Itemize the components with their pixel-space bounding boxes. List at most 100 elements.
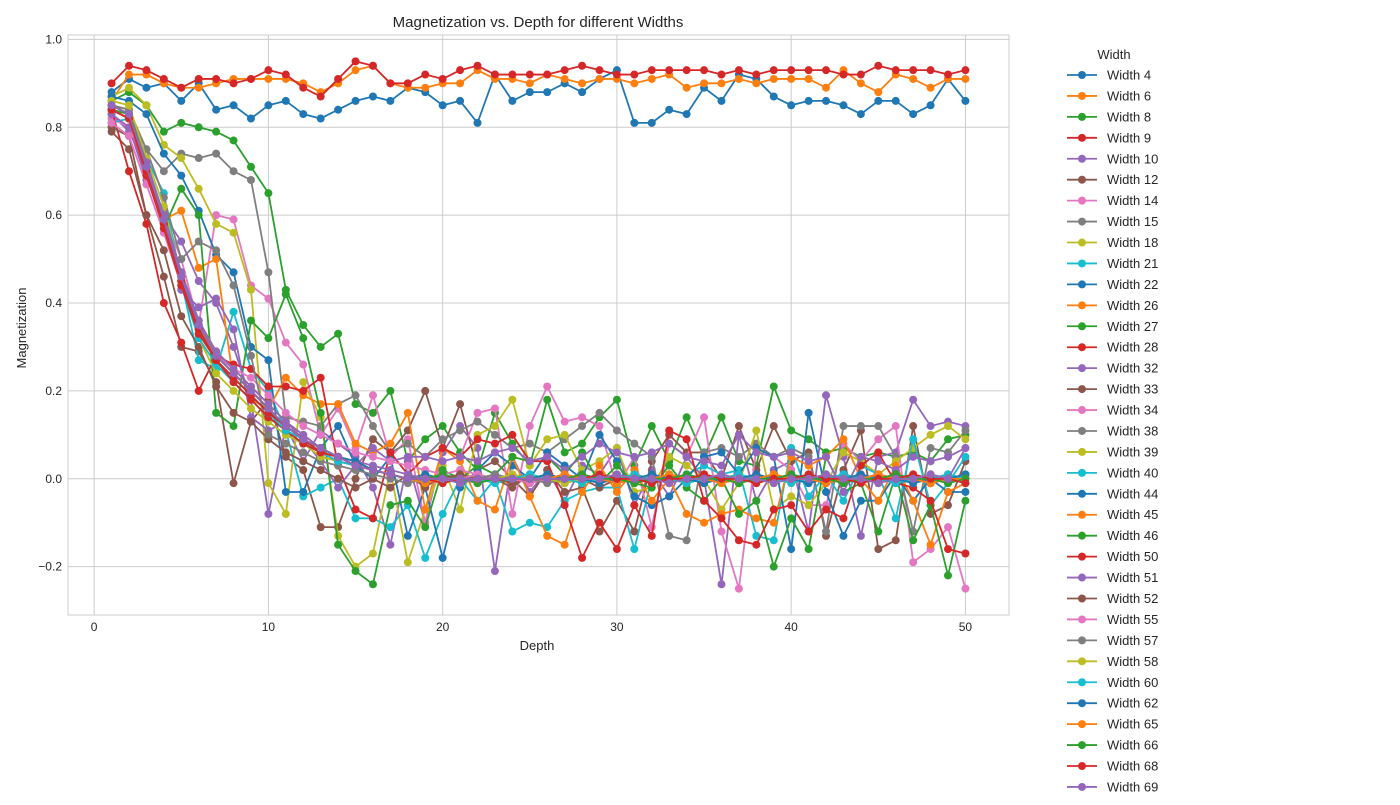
- data-point: [665, 66, 674, 75]
- legend-item: Width 10: [1067, 151, 1158, 166]
- data-point: [177, 272, 186, 281]
- legend-swatch-marker: [1078, 782, 1086, 791]
- data-point: [438, 422, 447, 431]
- data-point: [839, 496, 848, 505]
- data-point: [212, 211, 221, 220]
- data-point: [194, 154, 203, 163]
- data-point: [874, 96, 883, 105]
- legend-label: Width 66: [1107, 738, 1158, 753]
- data-point: [961, 435, 970, 444]
- legend-label: Width 18: [1107, 235, 1158, 250]
- data-point: [543, 531, 552, 540]
- data-point: [612, 545, 621, 554]
- data-point: [386, 457, 395, 466]
- data-point: [264, 66, 273, 75]
- data-point: [682, 536, 691, 545]
- data-point: [229, 422, 238, 431]
- data-point: [804, 501, 813, 510]
- data-point: [299, 360, 308, 369]
- legend-label: Width 34: [1107, 403, 1158, 418]
- data-point: [351, 96, 360, 105]
- data-point: [595, 430, 604, 439]
- data-point: [177, 83, 186, 92]
- legend-item: Width 21: [1067, 256, 1158, 271]
- data-point: [212, 351, 221, 360]
- data-point: [351, 439, 360, 448]
- legend-label: Width 14: [1107, 193, 1158, 208]
- data-point: [142, 211, 151, 220]
- legend-swatch-marker: [1078, 259, 1086, 268]
- data-point: [368, 483, 377, 492]
- series-width-69: [107, 101, 970, 488]
- data-point: [264, 334, 273, 343]
- data-point: [647, 74, 656, 83]
- data-point: [403, 558, 412, 567]
- data-point: [787, 101, 796, 110]
- data-point: [612, 426, 621, 435]
- data-point: [856, 110, 865, 119]
- data-point: [769, 536, 778, 545]
- data-point: [316, 114, 325, 123]
- legend-swatch-marker: [1078, 657, 1086, 666]
- data-point: [229, 386, 238, 395]
- data-point: [368, 444, 377, 453]
- legend-item: Width 22: [1067, 277, 1158, 292]
- legend-item: Width 6: [1067, 88, 1151, 103]
- legend-label: Width 6: [1107, 88, 1151, 103]
- data-point: [159, 74, 168, 83]
- data-point: [891, 66, 900, 75]
- data-point: [194, 277, 203, 286]
- data-point: [804, 66, 813, 75]
- data-point: [734, 66, 743, 75]
- series-group: [107, 57, 970, 593]
- data-point: [212, 382, 221, 391]
- legend-label: Width 8: [1107, 109, 1151, 124]
- data-point: [682, 461, 691, 470]
- data-point: [456, 96, 465, 105]
- data-point: [508, 444, 517, 453]
- data-point: [926, 470, 935, 479]
- data-point: [421, 70, 430, 79]
- data-point: [316, 342, 325, 351]
- data-point: [839, 422, 848, 431]
- data-point: [752, 70, 761, 79]
- legend-swatch-marker: [1078, 238, 1086, 247]
- data-point: [299, 457, 308, 466]
- data-point: [682, 66, 691, 75]
- legend-label: Width 51: [1107, 570, 1158, 585]
- series-width-9: [107, 57, 970, 101]
- data-point: [856, 70, 865, 79]
- data-point: [473, 474, 482, 483]
- data-point: [246, 316, 255, 325]
- data-point: [839, 514, 848, 523]
- data-point: [490, 422, 499, 431]
- data-point: [281, 509, 290, 518]
- data-point: [874, 545, 883, 554]
- data-point: [159, 272, 168, 281]
- data-point: [944, 501, 953, 510]
- data-point: [543, 382, 552, 391]
- data-point: [351, 57, 360, 66]
- data-point: [717, 470, 726, 479]
- data-point: [891, 536, 900, 545]
- data-point: [194, 386, 203, 395]
- data-point: [473, 118, 482, 127]
- data-point: [630, 70, 639, 79]
- data-point: [490, 404, 499, 413]
- x-tick-label: 50: [959, 620, 973, 634]
- data-point: [403, 474, 412, 483]
- legend-swatch-marker: [1078, 217, 1086, 226]
- data-point: [351, 474, 360, 483]
- data-point: [717, 79, 726, 88]
- legend-swatch-marker: [1078, 615, 1086, 624]
- data-point: [543, 395, 552, 404]
- data-point: [525, 492, 534, 501]
- y-tick-label: 0.6: [45, 208, 62, 222]
- data-point: [630, 527, 639, 536]
- legend-swatch-marker: [1078, 426, 1086, 435]
- data-point: [769, 74, 778, 83]
- data-point: [142, 83, 151, 92]
- data-point: [752, 514, 761, 523]
- data-point: [299, 334, 308, 343]
- legend-swatch-marker: [1078, 447, 1086, 456]
